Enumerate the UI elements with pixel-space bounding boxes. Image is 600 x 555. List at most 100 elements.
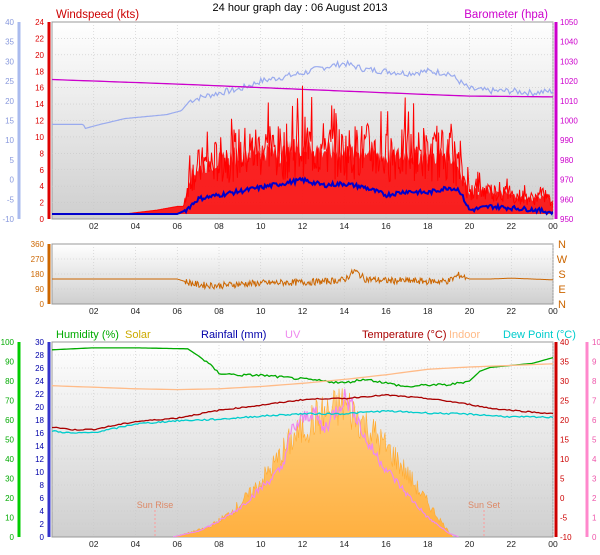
tick-humidity: 10	[5, 514, 14, 523]
x-tick-label: 18	[423, 306, 433, 316]
x-tick-label: 06	[173, 539, 183, 549]
x-tick-label: 04	[131, 221, 141, 231]
tick-rainfall: 4	[40, 507, 45, 516]
x-tick-label: 00	[548, 539, 558, 549]
tick-uv: 6	[592, 416, 597, 425]
tick-temperature: -10	[560, 533, 572, 542]
x-tick-label: 20	[465, 221, 475, 231]
tick-barometer: 950	[560, 215, 574, 224]
tick-temperature: 10	[560, 455, 569, 464]
tick-direction: 180	[31, 270, 45, 279]
x-tick-label: 14	[340, 221, 350, 231]
tick-humidity: 70	[5, 397, 14, 406]
tick-rainfall: 14	[35, 442, 44, 451]
graph-title: 24 hour graph day : 06 August 2013	[213, 2, 388, 14]
tick-windspeed: 4	[40, 182, 45, 191]
tick-windspeed: 14	[35, 100, 44, 109]
x-tick-label: 22	[507, 539, 517, 549]
x-tick-label: 02	[89, 306, 99, 316]
tick-uv: 0	[592, 533, 597, 542]
tick-outer-left: 30	[5, 57, 14, 66]
tick-direction: 360	[31, 240, 45, 249]
compass-label: W	[557, 254, 568, 266]
tick-outer-left: 40	[5, 18, 14, 27]
x-tick-label: 14	[340, 539, 350, 549]
tick-rainfall: 2	[40, 520, 45, 529]
tick-humidity: 60	[5, 416, 14, 425]
tick-windspeed: 2	[40, 199, 45, 208]
x-tick-label: 04	[131, 306, 141, 316]
compass-label: N	[558, 299, 566, 311]
tick-rainfall: 20	[35, 403, 44, 412]
tick-uv: 4	[592, 455, 597, 464]
tick-rainfall: 6	[40, 494, 45, 503]
tick-outer-left: 15	[5, 117, 14, 126]
tick-humidity: 20	[5, 494, 14, 503]
tick-temperature: 15	[560, 436, 569, 445]
x-tick-label: 20	[465, 306, 475, 316]
tick-outer-left: 10	[5, 136, 14, 145]
tick-humidity: 30	[5, 475, 14, 484]
x-tick-label: 10	[256, 221, 266, 231]
tick-temperature: 25	[560, 397, 569, 406]
tick-temperature: -5	[560, 514, 568, 523]
series-temperature-line	[52, 394, 553, 431]
tick-rainfall: 28	[35, 351, 44, 360]
x-tick-label: 16	[381, 221, 391, 231]
tick-barometer: 1010	[560, 97, 578, 106]
tick-rainfall: 16	[35, 429, 44, 438]
tick-temperature: 0	[560, 494, 565, 503]
tick-windspeed: 16	[35, 84, 44, 93]
tick-humidity: 100	[1, 338, 15, 347]
tick-outer-left: 20	[5, 97, 14, 106]
tick-uv: 3	[592, 475, 597, 484]
tick-barometer: 980	[560, 156, 574, 165]
series-humidity-line	[52, 347, 553, 388]
x-tick-label: 22	[507, 221, 517, 231]
tick-barometer: 970	[560, 176, 574, 185]
x-tick-label: 08	[214, 306, 224, 316]
legend-indoor: Indoor	[449, 329, 481, 341]
tick-windspeed: 18	[35, 67, 44, 76]
tick-temperature: 20	[560, 416, 569, 425]
tick-uv: 8	[592, 377, 597, 386]
series-uv-line	[172, 388, 459, 537]
tick-temperature: 5	[560, 475, 565, 484]
x-tick-label: 02	[89, 221, 99, 231]
tick-temperature: 30	[560, 377, 569, 386]
sunrise-label: Sun Rise	[137, 500, 174, 510]
tick-windspeed: 12	[35, 117, 44, 126]
tick-barometer: 1030	[560, 57, 578, 66]
series-windspeed-line	[52, 85, 553, 215]
series-light-blue-line	[52, 59, 553, 130]
tick-rainfall: 8	[40, 481, 45, 490]
sunset-label: Sun Set	[468, 500, 501, 510]
x-tick-label: 04	[131, 539, 141, 549]
x-tick-label: 22	[507, 306, 517, 316]
tick-rainfall: 10	[35, 468, 44, 477]
x-tick-label: 08	[214, 221, 224, 231]
tick-outer-left: -5	[7, 195, 15, 204]
tick-rainfall: 24	[35, 377, 44, 386]
tick-humidity: 0	[10, 533, 15, 542]
x-tick-label: 14	[340, 306, 350, 316]
legend-rainfall: Rainfall (mm)	[201, 329, 266, 341]
tick-uv: 10	[592, 338, 600, 347]
legend-solar: Solar	[125, 329, 151, 341]
series-dewpoint-line	[52, 409, 553, 434]
x-tick-label: 06	[173, 221, 183, 231]
x-tick-label: 02	[89, 539, 99, 549]
tick-outer-left: 25	[5, 77, 14, 86]
tick-rainfall: 22	[35, 390, 44, 399]
tick-outer-left: 35	[5, 38, 14, 47]
x-tick-label: 00	[548, 221, 558, 231]
tick-barometer: 990	[560, 136, 574, 145]
legend-temperature: Temperature (°C)	[362, 329, 446, 341]
legend-windspeed: Windspeed (kts)	[56, 9, 139, 21]
series-blue-wind-line	[52, 176, 553, 216]
legend-uv: UV	[285, 329, 301, 341]
tick-barometer: 1040	[560, 38, 578, 47]
tick-direction: 90	[35, 285, 44, 294]
legend-barometer: Barometer (hpa)	[464, 9, 548, 21]
